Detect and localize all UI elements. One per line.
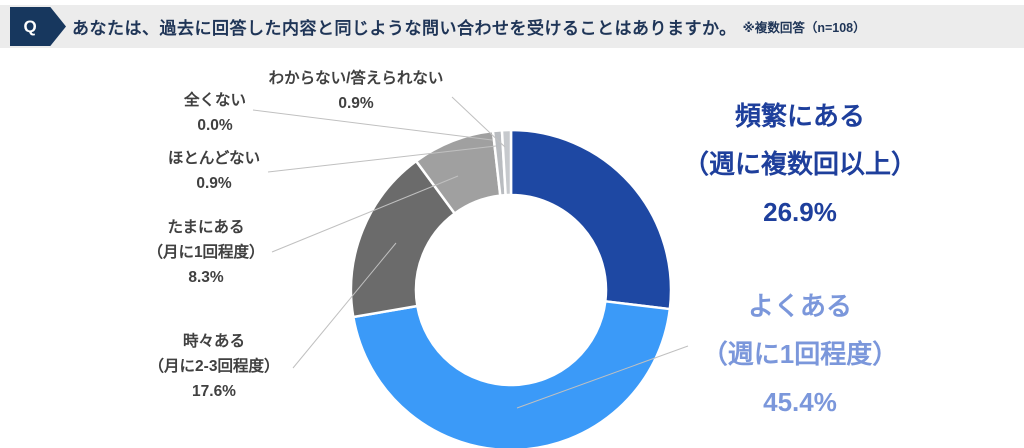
leader-line [267,145,497,173]
callout-sublabel: （月に1回程度） [147,244,265,261]
callout-yokuaru: よくある （週に1回程度） 45.4% [675,282,925,426]
callout-tokidokiaru: 時々ある （月に2-3回程度） 17.6% [124,329,304,404]
callout-label: 頻繁にある [734,101,865,131]
callout-label: たまにある [167,219,245,236]
callout-sublabel: （週に1回程度） [701,339,899,369]
callout-value: 45.4% [763,387,837,417]
callout-sublabel: （週に複数回以上） [682,149,917,179]
leader-line [451,96,506,148]
callout-value: 26.9% [763,197,837,227]
callout-label: わからない/答えられない [268,70,444,87]
callout-sublabel: （月に2-3回程度） [148,358,280,375]
callout-label: よくある [747,291,852,321]
callout-tamaniaru: たまにある （月に1回程度） 8.3% [126,215,286,290]
callout-value: 17.6% [192,383,236,400]
callout-mattakunai: 全くない 0.0% [150,88,280,138]
callout-value: 8.3% [188,269,224,286]
question-title: あなたは、過去に回答した内容と同じような問い合わせを受けることはありますか。 [72,19,737,38]
callout-value: 0.9% [338,95,374,112]
callout-label: ほとんどない [167,150,261,167]
callout-hotondonai: ほとんどない 0.9% [139,146,289,196]
donut-segment-1 [352,300,672,448]
leader-line [516,345,689,409]
leader-line [252,109,493,141]
donut-segment-0 [509,128,673,311]
callout-value: 0.0% [197,117,233,134]
question-title-wrap: あなたは、過去に回答した内容と同じような問い合わせを受けることはありますか。 ※… [72,5,866,48]
callout-wakaranai: わからない/答えられない 0.9% [246,66,466,116]
callout-label: 時々ある [182,333,245,350]
question-note: ※複数回答（n=108） [742,21,866,35]
callout-label: 全くない [183,92,246,109]
leader-line [271,175,459,253]
callout-hinpanniaru: 頻繁にある （週に複数回以上） 26.9% [675,92,925,236]
question-header-bar: Q あなたは、過去に回答した内容と同じような問い合わせを受けることはありますか。… [0,5,1024,48]
callout-value: 0.9% [196,175,232,192]
question-badge-label: Q [23,16,37,36]
leader-line [292,242,397,369]
